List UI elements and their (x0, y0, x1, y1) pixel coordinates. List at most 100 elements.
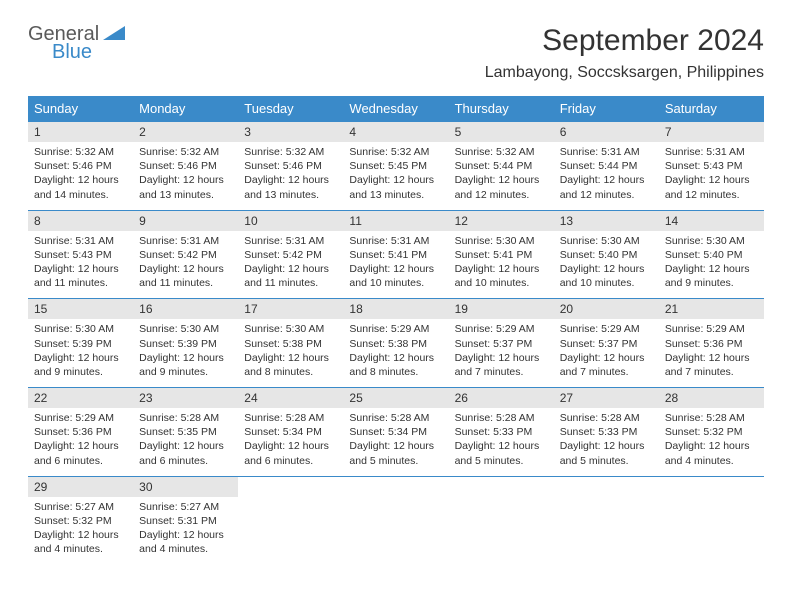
calendar-day-cell: 24Sunrise: 5:28 AMSunset: 5:34 PMDayligh… (238, 388, 343, 477)
sunset-line: Sunset: 5:42 PM (244, 248, 337, 262)
sunset-line: Sunset: 5:37 PM (560, 337, 653, 351)
daylight-line: Daylight: 12 hours and 9 minutes. (34, 351, 127, 379)
day-number: 25 (343, 388, 448, 408)
calendar-table: SundayMondayTuesdayWednesdayThursdayFrid… (28, 96, 764, 564)
daylight-line: Daylight: 12 hours and 12 minutes. (560, 173, 653, 201)
calendar-day-cell: 30Sunrise: 5:27 AMSunset: 5:31 PMDayligh… (133, 476, 238, 564)
sunset-line: Sunset: 5:38 PM (349, 337, 442, 351)
sunrise-line: Sunrise: 5:32 AM (455, 145, 548, 159)
calendar-day-cell: 17 Sunrise: 5:30 AMSunset: 5:38 PMDayligh… (238, 299, 343, 388)
sunrise-line: Sunrise: 5:32 AM (349, 145, 442, 159)
calendar-day-cell: 21Sunrise: 5:29 AMSunset: 5:36 PMDayligh… (659, 299, 764, 388)
day-content: Sunrise: 5:30 AMSunset: 5:41 PMDaylight:… (449, 231, 554, 299)
daylight-line: Daylight: 12 hours and 14 minutes. (34, 173, 127, 201)
daylight-line: Daylight: 12 hours and 11 minutes. (139, 262, 232, 290)
daylight-line: Daylight: 12 hours and 12 minutes. (665, 173, 758, 201)
title-group: September 2024 Lambayong, Soccsksargen, … (485, 24, 764, 82)
calendar-day-cell: 25Sunrise: 5:28 AMSunset: 5:34 PMDayligh… (343, 388, 448, 477)
sunset-line: Sunset: 5:38 PM (244, 337, 337, 351)
daylight-line: Daylight: 12 hours and 12 minutes. (455, 173, 548, 201)
sunset-line: Sunset: 5:39 PM (34, 337, 127, 351)
sunrise-line: Sunrise: 5:31 AM (665, 145, 758, 159)
sunrise-line: Sunrise: 5:31 AM (349, 234, 442, 248)
sunset-line: Sunset: 5:36 PM (665, 337, 758, 351)
day-content: Sunrise: 5:31 AMSunset: 5:43 PMDaylight:… (659, 142, 764, 210)
daylight-line: Daylight: 12 hours and 13 minutes. (139, 173, 232, 201)
weekday-header: Tuesday (238, 96, 343, 122)
daylight-line: Daylight: 12 hours and 5 minutes. (560, 439, 653, 467)
weekday-header: Saturday (659, 96, 764, 122)
daylight-line: Daylight: 12 hours and 5 minutes. (455, 439, 548, 467)
day-number: 2 (133, 122, 238, 142)
daylight-line: Daylight: 12 hours and 6 minutes. (244, 439, 337, 467)
month-title: September 2024 (485, 24, 764, 58)
calendar-day-cell: 4Sunrise: 5:32 AMSunset: 5:45 PMDaylight… (343, 122, 448, 211)
calendar-body: 1Sunrise: 5:32 AMSunset: 5:46 PMDaylight… (28, 122, 764, 565)
calendar-day-cell: 29Sunrise: 5:27 AMSunset: 5:32 PMDayligh… (28, 476, 133, 564)
header: General Blue September 2024 Lambayong, S… (28, 24, 764, 82)
sunset-line: Sunset: 5:41 PM (349, 248, 442, 262)
location: Lambayong, Soccsksargen, Philippines (485, 64, 764, 82)
day-content: Sunrise: 5:31 AMSunset: 5:42 PMDaylight:… (133, 231, 238, 299)
day-number: 7 (659, 122, 764, 142)
sunset-line: Sunset: 5:36 PM (34, 425, 127, 439)
sunrise-line: Sunrise: 5:29 AM (455, 322, 548, 336)
sunrise-line: Sunrise: 5:28 AM (560, 411, 653, 425)
sunset-line: Sunset: 5:35 PM (139, 425, 232, 439)
day-content: Sunrise: 5:29 AMSunset: 5:36 PMDaylight:… (28, 408, 133, 476)
calendar-week-row: 1Sunrise: 5:32 AMSunset: 5:46 PMDaylight… (28, 122, 764, 211)
daylight-line: Daylight: 12 hours and 7 minutes. (560, 351, 653, 379)
calendar-week-row: 29Sunrise: 5:27 AMSunset: 5:32 PMDayligh… (28, 476, 764, 564)
sunset-line: Sunset: 5:41 PM (455, 248, 548, 262)
calendar-day-cell: 11Sunrise: 5:31 AMSunset: 5:41 PMDayligh… (343, 210, 448, 299)
day-content: Sunrise: 5:31 AMSunset: 5:44 PMDaylight:… (554, 142, 659, 210)
day-number: 6 (554, 122, 659, 142)
sunrise-line: Sunrise: 5:28 AM (139, 411, 232, 425)
sunset-line: Sunset: 5:40 PM (665, 248, 758, 262)
sunrise-line: Sunrise: 5:31 AM (34, 234, 127, 248)
day-content: Sunrise: 5:28 AMSunset: 5:35 PMDaylight:… (133, 408, 238, 476)
sunset-line: Sunset: 5:46 PM (34, 159, 127, 173)
sunrise-line: Sunrise: 5:31 AM (139, 234, 232, 248)
day-number: 26 (449, 388, 554, 408)
day-content: Sunrise: 5:27 AMSunset: 5:31 PMDaylight:… (133, 497, 238, 565)
day-content: Sunrise: 5:32 AMSunset: 5:46 PMDaylight:… (238, 142, 343, 210)
sunrise-line: Sunrise: 5:29 AM (34, 411, 127, 425)
calendar-week-row: 22Sunrise: 5:29 AMSunset: 5:36 PMDayligh… (28, 388, 764, 477)
sunset-line: Sunset: 5:40 PM (560, 248, 653, 262)
calendar-week-row: 8Sunrise: 5:31 AMSunset: 5:43 PMDaylight… (28, 210, 764, 299)
sunrise-line: Sunrise: 5:28 AM (244, 411, 337, 425)
daylight-line: Daylight: 12 hours and 8 minutes. (349, 351, 442, 379)
sunset-line: Sunset: 5:42 PM (139, 248, 232, 262)
sunrise-line: Sunrise: 5:30 AM (244, 322, 337, 336)
day-content: Sunrise: 5:31 AMSunset: 5:41 PMDaylight:… (343, 231, 448, 299)
calendar-day-cell: 12Sunrise: 5:30 AMSunset: 5:41 PMDayligh… (449, 210, 554, 299)
calendar-day-cell: 15Sunrise: 5:30 AMSunset: 5:39 PMDayligh… (28, 299, 133, 388)
sunrise-line: Sunrise: 5:30 AM (665, 234, 758, 248)
daylight-line: Daylight: 12 hours and 10 minutes. (560, 262, 653, 290)
daylight-line: Daylight: 12 hours and 8 minutes. (244, 351, 337, 379)
sunset-line: Sunset: 5:46 PM (244, 159, 337, 173)
daylight-line: Daylight: 12 hours and 7 minutes. (665, 351, 758, 379)
calendar-day-cell: 3Sunrise: 5:32 AMSunset: 5:46 PMDaylight… (238, 122, 343, 211)
day-content: Sunrise: 5:32 AMSunset: 5:44 PMDaylight:… (449, 142, 554, 210)
sunset-line: Sunset: 5:32 PM (34, 514, 127, 528)
daylight-line: Daylight: 12 hours and 9 minutes. (139, 351, 232, 379)
sunrise-line: Sunrise: 5:30 AM (139, 322, 232, 336)
day-content: Sunrise: 5:29 AMSunset: 5:38 PMDaylight:… (343, 319, 448, 387)
calendar-day-cell: 16Sunrise: 5:30 AMSunset: 5:39 PMDayligh… (133, 299, 238, 388)
daylight-line: Daylight: 12 hours and 13 minutes. (244, 173, 337, 201)
sunset-line: Sunset: 5:33 PM (560, 425, 653, 439)
day-number: 17 (238, 299, 343, 319)
weekday-header: Sunday (28, 96, 133, 122)
sunrise-line: Sunrise: 5:31 AM (244, 234, 337, 248)
weekday-header: Wednesday (343, 96, 448, 122)
weekday-header: Thursday (449, 96, 554, 122)
day-content: Sunrise: 5:28 AMSunset: 5:33 PMDaylight:… (554, 408, 659, 476)
sunrise-line: Sunrise: 5:28 AM (349, 411, 442, 425)
daylight-line: Daylight: 12 hours and 11 minutes. (244, 262, 337, 290)
logo-text-blue: Blue (52, 42, 92, 62)
sunrise-line: Sunrise: 5:27 AM (139, 500, 232, 514)
sunset-line: Sunset: 5:45 PM (349, 159, 442, 173)
daylight-line: Daylight: 12 hours and 10 minutes. (349, 262, 442, 290)
